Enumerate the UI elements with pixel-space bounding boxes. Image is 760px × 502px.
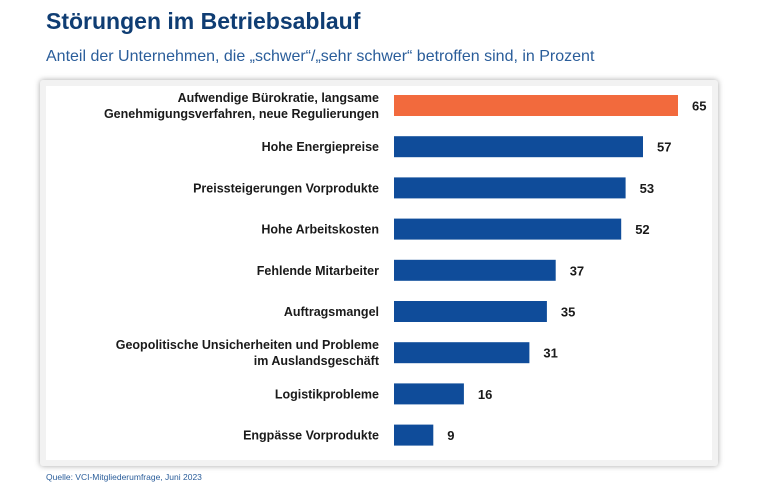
plot-area: 65 Aufwendige Bürokratie, langsame Genehmi… (46, 86, 712, 460)
value-label-0: 65 (692, 99, 706, 114)
value-label-1: 57 (657, 140, 671, 155)
chart-title: Störungen im Betriebsablauf (46, 8, 361, 34)
bar-1 (394, 136, 643, 158)
value-label-3: 52 (635, 222, 649, 237)
bar-3 (394, 218, 622, 240)
bar-0 (394, 95, 678, 116)
value-label-7: 16 (478, 387, 492, 402)
bar-chart: 65 Aufwendige Bürokratie, langsame Genehmi… (104, 91, 706, 446)
source-note: Quelle: VCI-Mitgliederumfrage, Juni 2023 (46, 472, 202, 482)
value-label-8: 9 (447, 428, 454, 443)
category-label-5: Auftragsmangel (284, 305, 379, 319)
chart-frame: 65 Aufwendige Bürokratie, langsame Genehmi… (40, 80, 718, 466)
bar-2 (394, 177, 626, 199)
category-label-2: Preissteigerungen Vorprodukte (193, 181, 379, 195)
category-label-6: Geopolitische Unsicherheiten und Problem… (116, 338, 380, 368)
category-label-1: Hohe Energiepreise (262, 140, 379, 154)
category-label-0: Aufwendige Bürokratie, langsame Genehmigu… (104, 91, 379, 121)
bar-8 (394, 424, 434, 446)
value-label-5: 35 (561, 305, 575, 320)
category-label-8: Engpässe Vorprodukte (243, 429, 379, 443)
value-label-4: 37 (570, 263, 584, 278)
bar-5 (394, 301, 547, 322)
value-label-6: 31 (543, 346, 557, 361)
value-label-2: 53 (640, 181, 654, 196)
category-label-4: Fehlende Mitarbeiter (257, 264, 379, 278)
category-label-3: Hohe Arbeitskosten (261, 223, 379, 237)
bar-4 (394, 259, 556, 281)
category-label-7: Logistikprobleme (275, 387, 379, 401)
bar-6 (394, 342, 530, 364)
bar-7 (394, 383, 464, 405)
chart-subtitle: Anteil der Unternehmen, die „schwer“/„se… (46, 48, 595, 65)
